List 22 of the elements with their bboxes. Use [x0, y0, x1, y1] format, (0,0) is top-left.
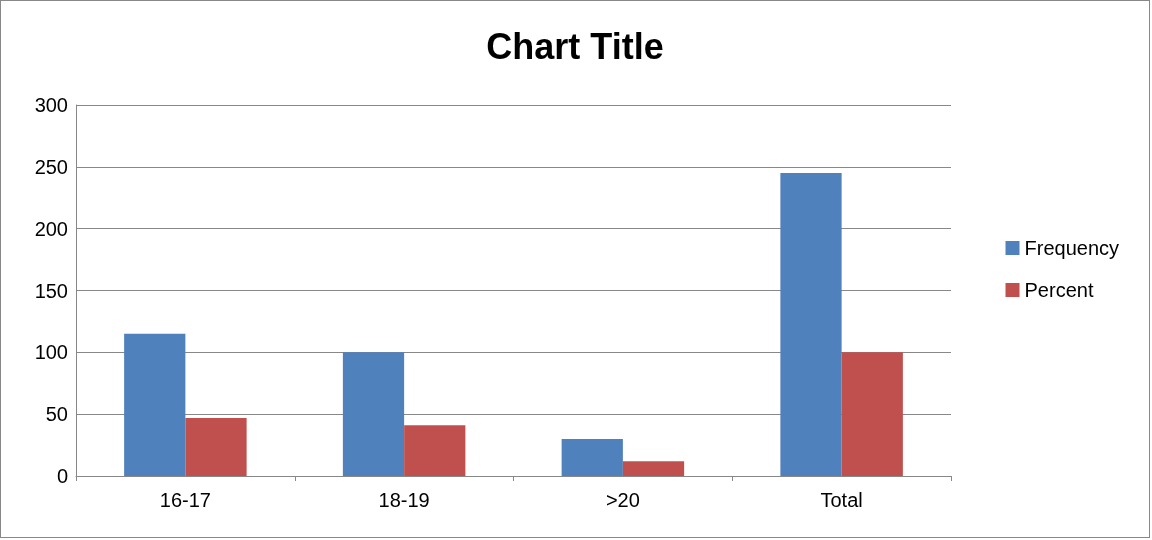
- bar: [841, 352, 903, 476]
- bar: [622, 461, 685, 476]
- y-tick-label: 300: [34, 94, 68, 116]
- x-tick-label: Total: [820, 489, 863, 511]
- bar: [342, 352, 405, 476]
- bar: [185, 417, 247, 476]
- legend-label: Percent: [1024, 279, 1094, 301]
- y-tick-label: 200: [34, 217, 68, 240]
- y-tick-label: 50: [45, 403, 68, 426]
- bar: [780, 173, 842, 476]
- bar: [561, 438, 623, 476]
- y-tick-label: 250: [34, 155, 68, 178]
- y-tick-label: 150: [34, 279, 68, 302]
- chart-title: Chart Title: [486, 25, 664, 67]
- y-tick-label: 100: [34, 341, 68, 364]
- bar: [404, 425, 466, 476]
- y-tick-label: 0: [56, 465, 68, 487]
- x-tick-label: 16-17: [159, 489, 211, 511]
- legend-label: Frequency: [1024, 237, 1120, 259]
- x-tick-label: 18-19: [378, 489, 430, 511]
- bar: [124, 333, 186, 476]
- x-tick-label: >20: [605, 489, 640, 511]
